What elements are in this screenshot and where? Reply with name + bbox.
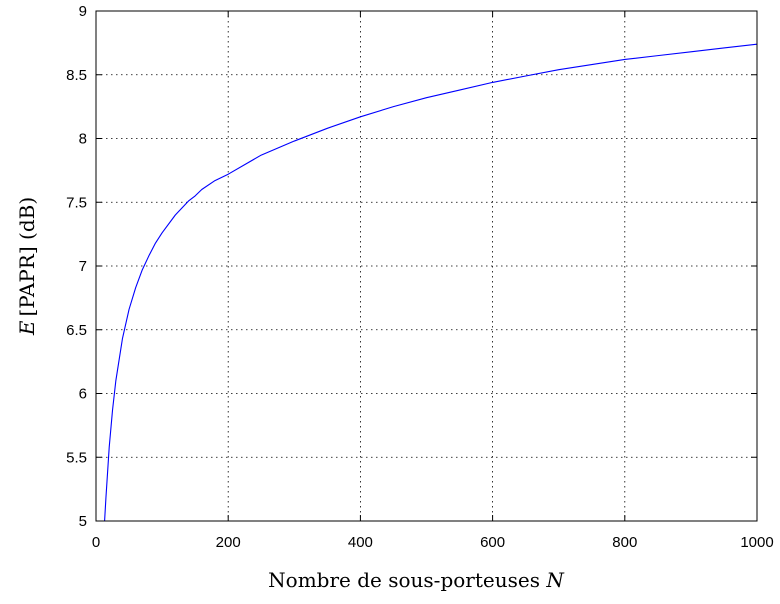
x-tick-label: 800 [612, 534, 637, 551]
y-tick-label: 7 [79, 258, 87, 275]
y-axis-title: E[PAPR] (dB) [15, 197, 39, 336]
y-tick-label: 9 [79, 3, 87, 20]
x-tick-label: 600 [480, 534, 505, 551]
x-tick-label: 200 [216, 534, 241, 551]
grid [96, 11, 757, 521]
x-tick-label: 1000 [740, 534, 773, 551]
y-tick-label: 7.5 [66, 194, 87, 211]
x-tick-label: 0 [92, 534, 100, 551]
x-tick-label: 400 [348, 534, 373, 551]
series-layer [104, 43, 758, 522]
y-tick-label: 8 [79, 131, 87, 148]
series-line [104, 43, 758, 522]
ticks [95, 10, 758, 522]
x-axis-title: Nombre de sous-porteuses N [268, 568, 565, 592]
y-tick-label: 8.5 [66, 67, 87, 84]
y-tick-label: 6 [79, 386, 87, 403]
y-tick-label: 6.5 [66, 322, 87, 339]
y-tick-label: 5.5 [66, 449, 87, 466]
y-tick-labels: 5 5.5 6 6.5 7 7.5 8 8.5 9 [66, 3, 87, 530]
y-tick-label: 5 [79, 513, 87, 530]
x-tick-labels: 0 200 400 600 800 1000 [92, 534, 774, 551]
